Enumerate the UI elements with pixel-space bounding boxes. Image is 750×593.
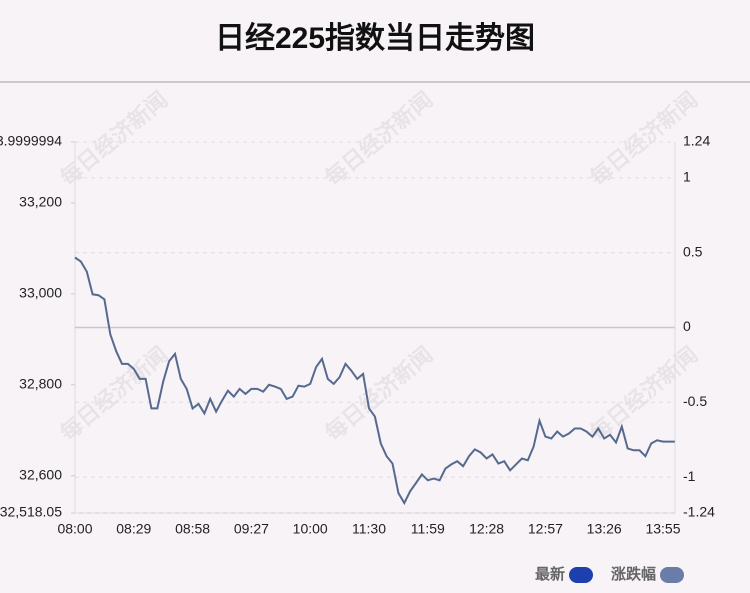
y2-tick-label: 1.24 [683,133,710,149]
x-tick-label: 12:28 [469,521,504,537]
x-tick-label: 09:27 [234,521,269,537]
y-tick-label: 32,518.05 [0,504,62,520]
x-tick-label: 13:55 [645,521,680,537]
x-tick-label: 08:00 [57,521,92,537]
y-tick-label: 33,333.9999994 [0,133,62,149]
y2-tick-label: -0.5 [683,393,707,409]
x-tick-label: 10:00 [293,521,328,537]
y-tick-label: 33,200 [19,194,62,210]
y2-tick-label: 0.5 [683,243,703,259]
y2-tick-label: 1 [683,169,691,185]
legend-label: 涨跌幅 [611,565,656,583]
y-tick-label: 33,000 [19,285,62,301]
legend-swatch [660,567,684,583]
x-tick-label: 13:26 [587,521,622,537]
legend-label: 最新 [535,565,565,583]
legend-swatch [569,567,593,583]
x-tick-label: 12:57 [528,521,563,537]
y2-tick-label: -1 [683,468,696,484]
x-tick-label: 11:30 [352,521,386,537]
chart-title: 日经225指数当日走势图 [215,21,535,55]
x-tick-label: 11:59 [411,521,445,537]
price-line [74,256,675,506]
y2-tick-label: 0 [683,318,691,334]
x-tick-label: 08:29 [116,521,151,537]
y-tick-label: 32,600 [19,466,62,482]
y-tick-label: 32,800 [19,376,62,392]
y2-tick-label: -1.24 [683,504,715,520]
x-tick-label: 08:58 [175,521,210,537]
